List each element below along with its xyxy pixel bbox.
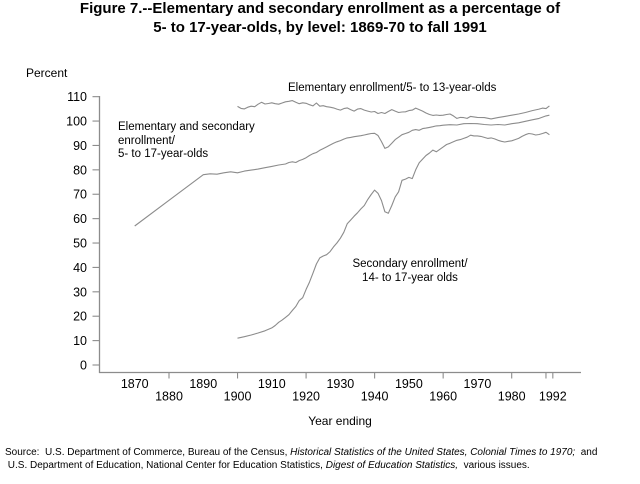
y-tick-label-20: 20 (73, 310, 87, 324)
y-tick-label-80: 80 (73, 163, 87, 177)
figure-title-line2: 5- to 17-year-olds, by level: 1869-70 to… (153, 18, 487, 36)
y-tick-label-90: 90 (73, 139, 87, 153)
x-tick-label-1930: 1930 (326, 377, 354, 391)
x-tick-label-1960: 1960 (429, 390, 457, 404)
x-tick-label-1992: 1992 (539, 390, 567, 404)
source-text: and U.S. Department of Education, Nation… (7, 447, 598, 471)
y-axis-title: Percent (26, 66, 68, 80)
y-tick-label-10: 10 (73, 334, 87, 348)
x-tick-label-1970: 1970 (464, 377, 492, 391)
annotation-elementary-secondary-5-17: Elementary and secondary enrollment/ 5- … (118, 121, 255, 160)
x-tick-label-1870: 1870 (121, 377, 149, 391)
y-tick-label-0: 0 (80, 359, 87, 373)
y-tick-label-30: 30 (73, 285, 87, 299)
enrollment-chart: 0 10 20 30 40 50 60 70 80 90 100 110 1880 1900 1920 194… (66, 90, 581, 404)
figure-title: Figure 7.--Elementary and secondary enro… (0, 0, 640, 37)
series-line-elementary-5-13 (237, 100, 550, 120)
x-tick-label-1910: 1910 (258, 377, 286, 391)
x-tick-label-1980: 1980 (498, 390, 526, 404)
annotation-elementary-5-13: Elementary enrollment/5- to 13-year-olds (288, 82, 497, 94)
x-tick-label-1900: 1900 (224, 390, 252, 404)
annotation-secondary-14-17: Secondary enrollment/ 14- to 17-year old… (352, 258, 468, 284)
source-citation-italic: Historical Statistics of the United Stat… (290, 447, 576, 458)
figure-title-line1: Figure 7.--Elementary and secondary enro… (79, 0, 561, 17)
y-tick-label-70: 70 (73, 188, 87, 202)
source-text: Source: U.S. Department of Commerce, Bur… (5, 447, 291, 458)
y-tick-label-100: 100 (66, 115, 87, 129)
x-tick-label-1920: 1920 (292, 390, 320, 404)
y-tick-label-60: 60 (73, 212, 87, 226)
x-axis-title: Year ending (308, 414, 372, 428)
series-line-secondary-14-17 (237, 131, 550, 339)
x-tick-label-1890: 1890 (189, 377, 217, 391)
source-citation-italic: Digest of Education Statistics, (325, 460, 459, 471)
x-tick-label-1880: 1880 (155, 390, 183, 404)
x-tick-label-1940: 1940 (361, 390, 389, 404)
source-note: Source: U.S. Department of Commerce, Bur… (5, 446, 637, 472)
x-tick-label-1950: 1950 (395, 377, 423, 391)
series-line-elementary-secondary-5-17 (134, 114, 550, 227)
y-tick-label-40: 40 (73, 261, 87, 275)
y-tick-label-110: 110 (67, 90, 87, 104)
y-tick-label-50: 50 (73, 237, 87, 251)
source-text: various issues. (458, 460, 530, 471)
